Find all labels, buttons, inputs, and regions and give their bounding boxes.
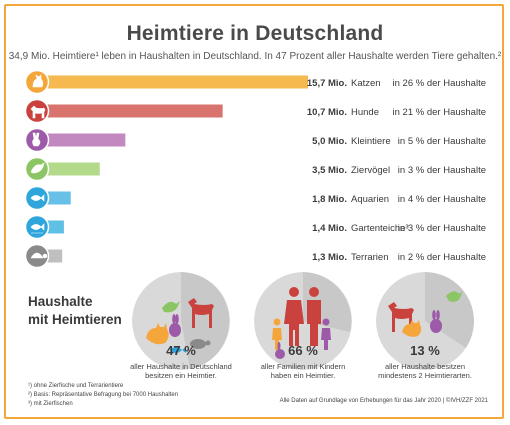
- households-caption-1: aller Haushalte in Deutschland besitzen …: [130, 362, 232, 380]
- bar-1: [40, 75, 308, 89]
- households-percent-1: 47 %: [166, 343, 196, 358]
- fish-icon: [30, 194, 45, 202]
- household-share-7: in 2 % der Haushalte: [398, 252, 486, 263]
- households-label: Haushalte mit Heimtieren: [28, 294, 122, 327]
- category-label-5: Aquarien: [351, 194, 389, 205]
- infographic-frame: [4, 4, 504, 419]
- value-label-2: 10,7 Mio.: [307, 107, 347, 118]
- bird-icon: [30, 162, 45, 174]
- category-label-1: Katzen: [351, 78, 381, 89]
- value-label-5: 1,8 Mio.: [312, 194, 347, 205]
- households-caption-2: aller Familien mit Kindern haben ein Hei…: [260, 362, 346, 380]
- household-share-5: in 4 % der Haushalte: [398, 194, 486, 205]
- household-share-4: in 3 % der Haushalte: [398, 165, 486, 176]
- household-share-2: in 21 % der Haushalte: [393, 107, 486, 118]
- footnote-1: ¹) ohne Zierfische und Terrarientiere: [28, 383, 124, 389]
- footnote-2: ²) Basis: Repräsentative Befragung bei 7…: [28, 392, 179, 398]
- value-label-6: 1,4 Mio.: [312, 223, 347, 234]
- category-label-3: Kleintiere: [351, 136, 391, 147]
- footnote-3: ³) mit Zierfischen: [28, 401, 73, 407]
- households-percent-3: 13 %: [410, 343, 440, 358]
- bar-4: [40, 162, 100, 176]
- bar-2: [40, 104, 223, 118]
- family-icon: [254, 272, 352, 370]
- multiple-pets-icon: [376, 272, 474, 370]
- household-share-1: in 26 % der Haushalte: [393, 78, 486, 89]
- category-label-6: Gartenteiche³: [351, 223, 409, 234]
- value-label-3: 5,0 Mio.: [312, 136, 347, 147]
- households-caption-3: aller Haushalte besitzen mindestens 2 He…: [378, 362, 472, 380]
- households-circle-1: [132, 272, 230, 370]
- cat-icon: [32, 74, 44, 88]
- dog-icon: [30, 105, 46, 119]
- page-title: Heimtiere in Deutschland: [126, 22, 384, 45]
- category-label-7: Terrarien: [351, 252, 389, 263]
- pets-group-icon: [132, 272, 230, 370]
- source-note: Alle Daten auf Grundlage von Erhebungen …: [279, 398, 488, 404]
- value-label-7: 1,3 Mio.: [312, 252, 347, 263]
- households-circle-3: [376, 272, 474, 370]
- category-label-4: Ziervögel: [351, 165, 390, 176]
- category-label-2: Hunde: [351, 107, 379, 118]
- pond-fish-icon: [30, 223, 45, 234]
- page-subtitle: 34,9 Mio. Heimtiere¹ leben in Haushalten…: [8, 51, 502, 62]
- turtle-icon: [30, 252, 48, 259]
- household-share-6: in 3 % der Haushalte: [398, 223, 486, 234]
- value-label-1: 15,7 Mio.: [307, 78, 347, 89]
- rabbit-icon: [32, 132, 41, 147]
- households-percent-2: 66 %: [288, 343, 318, 358]
- households-circle-2: [254, 272, 352, 370]
- bar-3: [40, 133, 126, 147]
- household-share-3: in 5 % der Haushalte: [398, 136, 486, 147]
- bar-chart: 15,7 Mio. Katzen in 26 % der Haushalte 10,7…: [24, 69, 486, 269]
- value-label-4: 3,5 Mio.: [312, 165, 347, 176]
